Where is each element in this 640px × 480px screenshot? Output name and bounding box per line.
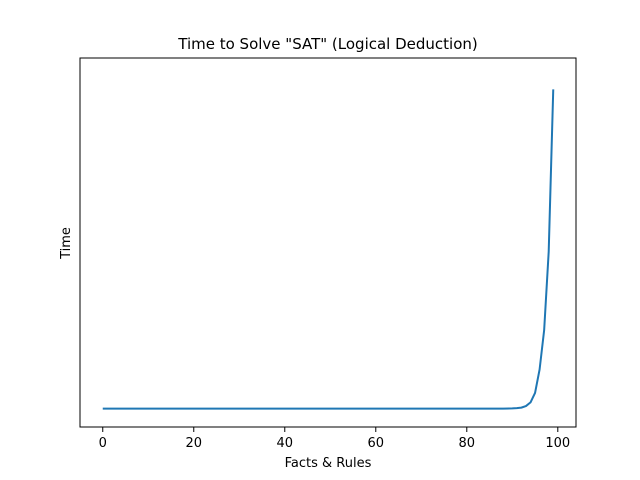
y-axis-label: Time bbox=[59, 227, 74, 260]
x-tick-label: 20 bbox=[185, 436, 202, 451]
x-axis-label: Facts & Rules bbox=[285, 456, 372, 471]
x-tick-label: 100 bbox=[545, 436, 570, 451]
plot-area-frame bbox=[79, 57, 577, 428]
chart-title: Time to Solve "SAT" (Logical Deduction) bbox=[177, 35, 478, 53]
x-tick-label: 0 bbox=[99, 436, 107, 451]
x-tick-label: 40 bbox=[276, 436, 293, 451]
series-line bbox=[102, 89, 555, 410]
x-tick-label: 60 bbox=[368, 436, 385, 451]
x-tick-label: 80 bbox=[459, 436, 476, 451]
x-axis-ticks: 0 20 40 60 80 100 bbox=[99, 427, 570, 451]
